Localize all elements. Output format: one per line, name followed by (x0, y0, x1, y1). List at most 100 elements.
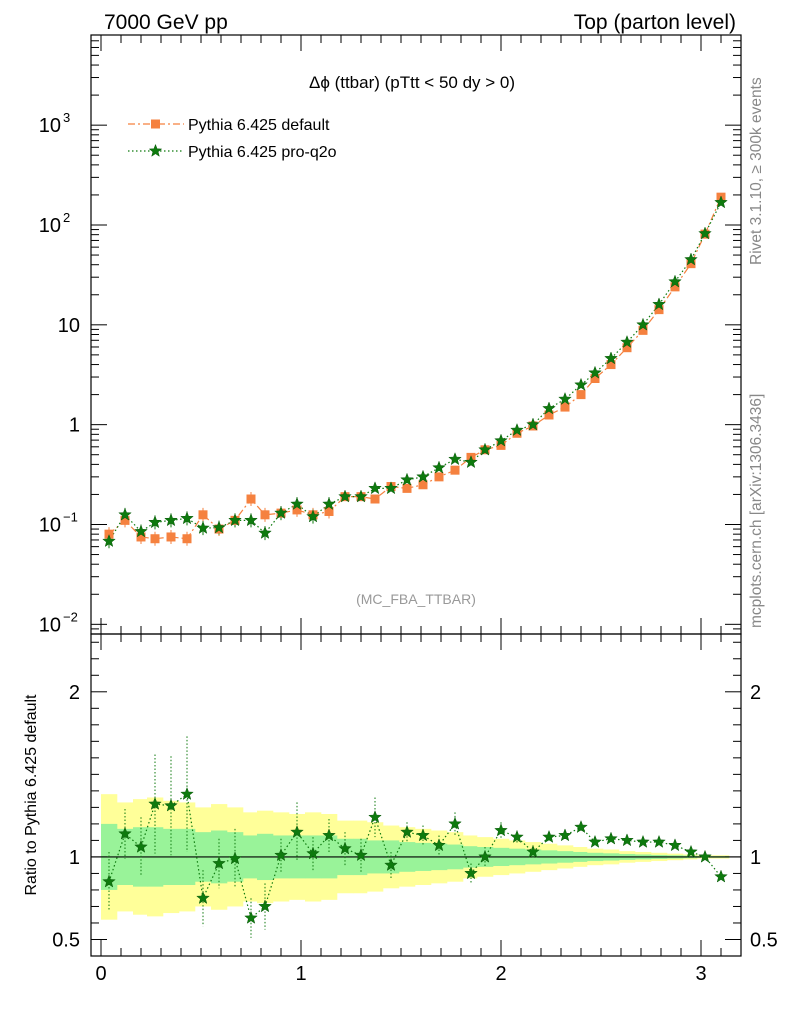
legend-label-default: Pythia 6.425 default (188, 117, 330, 134)
ratio-data-point (652, 834, 666, 848)
data-point-pro-q2o (636, 317, 650, 331)
main-plot-content (102, 192, 728, 549)
ratio-series-line (108, 793, 722, 920)
legend-marker-square (151, 119, 160, 129)
ratio-data-point (148, 796, 162, 810)
data-point-default (638, 325, 648, 335)
ratio-data-point (258, 899, 272, 913)
legend-label-pro-q2o: Pythia 6.425 pro-q2o (188, 144, 337, 161)
y-tick-label: 10 (39, 614, 61, 636)
data-point-pro-q2o (306, 509, 320, 523)
y-tick-label: 1 (69, 415, 80, 437)
data-point-default (544, 410, 554, 420)
data-point-default (512, 428, 522, 438)
data-point-pro-q2o (494, 433, 508, 447)
y-tick-label: 10 (39, 115, 61, 137)
plot-title: Δϕ (ttbar) (pTtt < 50 dy > 0) (309, 73, 515, 92)
y-tick-label-exponent: −1 (63, 509, 78, 524)
data-point-default (324, 506, 334, 516)
data-point-pro-q2o (196, 520, 210, 534)
ratio-data-point (180, 786, 194, 801)
data-point-default (450, 465, 460, 475)
ratio-data-point (714, 869, 728, 883)
data-point-pro-q2o (338, 489, 352, 503)
data-point-default (560, 402, 570, 412)
ratio-data-point (274, 848, 288, 862)
ratio-data-point (620, 833, 634, 847)
data-point-pro-q2o (668, 274, 682, 288)
ratio-data-point (338, 841, 352, 855)
x-tick-label: 3 (695, 963, 706, 985)
ratio-plot-content (91, 736, 741, 938)
ratio-data-point (228, 851, 242, 865)
data-point-default (136, 532, 146, 542)
data-point-pro-q2o (180, 511, 194, 525)
data-point-default (654, 305, 664, 315)
legend: Pythia 6.425 default Pythia 6.425 pro-q2… (128, 117, 337, 161)
data-point-default (198, 510, 208, 520)
ratio-data-point (134, 839, 148, 853)
y-tick-label-exponent: 2 (63, 210, 70, 225)
ratio-data-point (542, 829, 556, 843)
data-point-default (150, 534, 160, 544)
data-point-pro-q2o (368, 481, 382, 495)
data-point-pro-q2o (542, 401, 556, 415)
ratio-data-point (604, 831, 618, 845)
data-point-pro-q2o (574, 377, 588, 391)
header-collision-label: 7000 GeV pp (104, 11, 228, 34)
ratio-y-tick-label-left: 2 (69, 682, 80, 704)
data-point-default (260, 510, 270, 520)
data-point-default (246, 494, 256, 504)
data-point-pro-q2o (432, 460, 446, 474)
ratio-data-point (306, 846, 320, 860)
data-point-default (434, 472, 444, 482)
ratio-data-point (668, 838, 682, 852)
data-point-pro-q2o (118, 507, 132, 521)
data-point-default (606, 360, 616, 370)
data-point-default (576, 390, 586, 400)
ratio-plot-panel: 0.5 0.5 1 1 2 2 0 1 2 3 Ratio to Pythia 6.425 def… (23, 633, 778, 985)
data-point-pro-q2o (322, 496, 336, 510)
legend-entry-pro-q2o: Pythia 6.425 pro-q2o (128, 143, 337, 161)
data-point-pro-q2o (384, 481, 398, 495)
data-point-pro-q2o (102, 533, 116, 548)
data-point-pro-q2o (714, 195, 728, 209)
x-tick-label: 2 (495, 963, 506, 985)
data-point-pro-q2o (464, 455, 478, 469)
ratio-data-point (636, 834, 650, 848)
data-point-pro-q2o (510, 422, 524, 437)
data-point-pro-q2o (228, 513, 242, 527)
ratio-y-tick-label-right: 0.5 (750, 929, 778, 951)
data-point-default (418, 480, 428, 490)
ratio-data-point (588, 834, 602, 848)
data-point-default (370, 494, 380, 504)
ratio-data-point (464, 866, 478, 880)
ratio-data-point (164, 798, 178, 812)
data-point-default (402, 483, 412, 493)
data-point-pro-q2o (620, 334, 634, 349)
ratio-data-point (322, 828, 336, 842)
ratio-data-point (698, 849, 712, 863)
data-point-pro-q2o (400, 472, 414, 486)
ratio-data-point (574, 819, 588, 834)
data-point-default (182, 534, 192, 544)
ratio-data-point (290, 824, 304, 838)
ratio-data-point (400, 824, 414, 838)
ratio-data-point (416, 828, 430, 842)
ratio-y-tick-label-left: 1 (69, 847, 80, 869)
data-point-default (590, 373, 600, 383)
legend-marker-star (148, 143, 163, 157)
data-point-default (496, 440, 506, 450)
ratio-data-point (368, 810, 382, 824)
ratio-data-point (118, 826, 132, 840)
data-point-pro-q2o (290, 496, 304, 510)
ratio-data-point (494, 823, 508, 837)
ratio-data-point (510, 829, 524, 843)
ratio-data-point (212, 856, 226, 870)
data-point-default (670, 282, 680, 292)
data-point-pro-q2o (652, 297, 666, 311)
data-point-pro-q2o (274, 505, 288, 519)
x-tick-label: 1 (295, 963, 306, 985)
